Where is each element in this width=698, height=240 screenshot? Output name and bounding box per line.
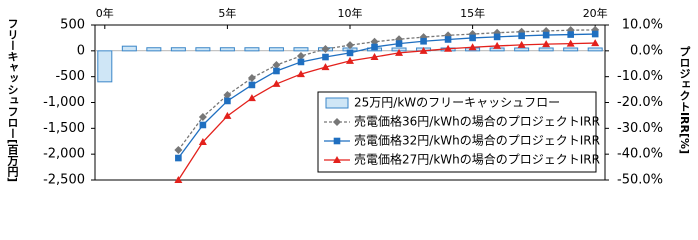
y-tick-label: -2,000: [43, 147, 85, 162]
marker: [198, 138, 207, 146]
bar: [268, 47, 284, 52]
bar: [121, 45, 137, 52]
marker: [346, 49, 354, 57]
marker: [566, 39, 575, 47]
bar: [514, 47, 530, 52]
marker: [296, 52, 305, 60]
y2-axis-label: プロジェクトIRR[%]: [678, 46, 691, 154]
y2-tick-label: -10.0%: [617, 69, 663, 84]
marker: [333, 137, 341, 145]
y2-tick-label: -30.0%: [617, 121, 663, 136]
marker: [395, 40, 403, 47]
y-tick-label: 500: [60, 18, 85, 33]
marker: [542, 40, 551, 48]
x-tick-label: 10年: [338, 6, 363, 20]
bar: [587, 47, 603, 52]
marker: [296, 70, 305, 78]
bar: [293, 47, 309, 52]
y2-tick-label: -40.0%: [617, 147, 663, 162]
marker: [322, 53, 329, 61]
marker: [444, 36, 452, 43]
y2-tick-label: -50.0%: [617, 173, 663, 188]
bar: [195, 47, 211, 52]
legend-label: 売電価格27円/kWhの場合のプロジェクトIRR: [354, 152, 600, 167]
marker: [542, 31, 550, 39]
marker: [566, 26, 575, 35]
marker: [395, 48, 404, 56]
marker: [223, 111, 232, 119]
marker: [174, 146, 183, 155]
legend-box: [317, 91, 597, 173]
marker: [333, 156, 341, 163]
marker: [321, 45, 330, 54]
line: [177, 33, 596, 159]
x-tick-label: 5年: [218, 6, 236, 20]
marker: [346, 41, 354, 50]
marker: [199, 121, 207, 129]
marker: [468, 43, 477, 51]
marker: [223, 91, 232, 100]
marker: [247, 73, 256, 82]
y-tick-label: -500: [55, 69, 85, 84]
marker: [567, 31, 574, 38]
marker: [272, 79, 281, 87]
marker: [371, 43, 378, 51]
y-tick-label: -1,500: [43, 121, 85, 136]
legend-swatch: [325, 97, 349, 109]
marker: [175, 154, 182, 162]
marker: [370, 53, 379, 61]
marker: [333, 118, 341, 126]
marker: [321, 63, 330, 71]
y2-tick-label: -20.0%: [617, 95, 663, 110]
bar: [170, 47, 186, 52]
marker: [247, 94, 256, 102]
x-tick-label: 20年: [583, 6, 608, 20]
y2-tick-label: 0.0%: [630, 43, 663, 58]
bar: [538, 47, 554, 52]
marker: [419, 46, 428, 54]
legend-label: 売電価格36円/kWhの場合のプロジェクトIRR: [354, 114, 600, 129]
marker: [174, 176, 183, 183]
marker: [198, 112, 207, 121]
y2-tick-label: 10.0%: [622, 18, 663, 33]
y-tick-label: -1,000: [43, 95, 85, 110]
marker: [469, 34, 476, 42]
bar: [97, 50, 113, 83]
marker: [517, 40, 526, 48]
legend-label: 25万円/kWのフリーキャッシュフロー: [354, 96, 560, 110]
line: [177, 42, 596, 181]
x-tick-label: 0年: [96, 6, 114, 20]
marker: [493, 33, 501, 41]
marker: [591, 39, 600, 47]
marker: [273, 67, 280, 75]
bar: [563, 47, 579, 52]
marker: [444, 44, 453, 52]
bar: [146, 47, 162, 52]
chart: フリーキャッシュフロー[百万円] プロジェクトIRR[%] 0年 5年 10年 15年…: [6, 6, 691, 188]
marker: [518, 32, 525, 40]
bar: [219, 47, 235, 52]
marker: [224, 97, 231, 105]
legend-label: 売電価格32円/kWhの場合のプロジェクトIRR: [354, 133, 600, 148]
marker: [420, 37, 427, 45]
y-tick-label: -2,500: [43, 173, 85, 188]
marker: [591, 30, 599, 38]
marker: [297, 58, 305, 66]
marker: [346, 56, 354, 64]
bar: [244, 47, 260, 52]
y-tick-label: 0: [77, 43, 85, 58]
y-axis-label: フリーキャッシュフロー[百万円]: [6, 18, 20, 182]
marker: [248, 81, 256, 89]
x-tick-label: 15年: [460, 6, 485, 20]
marker: [493, 41, 502, 49]
marker: [272, 61, 281, 70]
line: [177, 29, 596, 151]
